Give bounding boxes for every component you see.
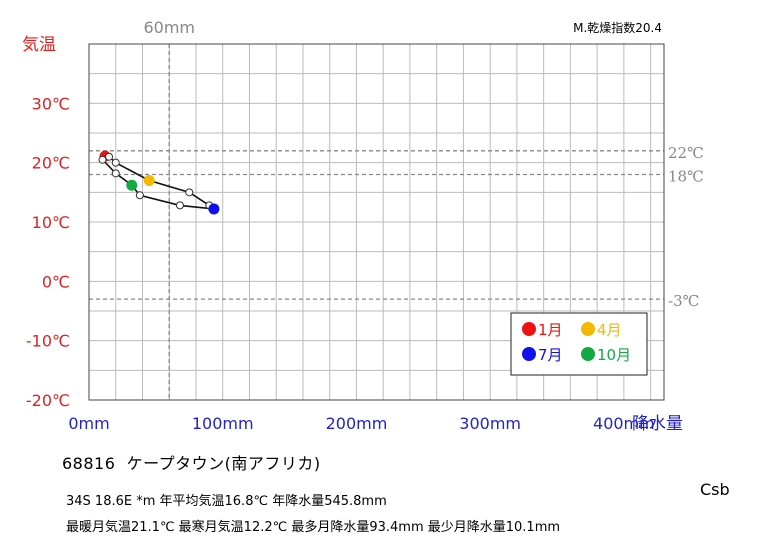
stats-line-2: 最暖月気温21.1℃ 最寒月気温12.2℃ 最多月降水量93.4mm 最少月降水…	[66, 520, 561, 535]
y-tick-label: 20℃	[32, 154, 70, 173]
x-tick-label: 0mm	[68, 414, 109, 433]
y-tick-label: 30℃	[32, 94, 70, 113]
legend-label-7: 7月	[538, 346, 563, 364]
month-point-8	[175, 201, 184, 210]
month-point-11	[111, 169, 120, 178]
y-tick-label: -10℃	[26, 332, 70, 351]
month-point-9	[135, 191, 144, 200]
y-tick-label: 10℃	[32, 213, 70, 232]
x-tick-label: 100mm	[192, 414, 254, 433]
reference-lines: 60mm 22℃ 18℃ -3℃	[89, 18, 704, 400]
month-point-12	[98, 155, 107, 164]
y-tick-label: -20℃	[26, 391, 70, 410]
legend-marker-1	[522, 322, 536, 336]
x-axis-title: 降水量	[632, 414, 683, 434]
legend-label-1: 1月	[538, 321, 563, 339]
legend-marker-4	[581, 322, 595, 336]
x-tick-label: 300mm	[459, 414, 521, 433]
reference-label-temp: 22℃	[668, 144, 704, 162]
axis-labels: 気温 30℃ 20℃ 10℃ 0℃ -10℃ -20℃ 0mm 100mm 200mm 300mm 4…	[22, 20, 683, 434]
legend-marker-7	[522, 347, 536, 361]
month-point-10	[126, 179, 138, 191]
station-line: 68816 ケープタウン(南アフリカ)	[62, 450, 321, 474]
legend: 1月 4月 7月 10月	[510, 312, 648, 376]
y-tick-label: 0℃	[42, 272, 70, 291]
reference-label-temp: -3℃	[668, 292, 699, 310]
dryness-index: M.乾燥指数20.4	[573, 20, 662, 35]
station-id: 68816	[62, 454, 116, 473]
stats-line-1: 34S 18.6E *m 年平均気温16.8℃ 年降水量545.8mm	[66, 494, 387, 509]
legend-marker-10	[581, 347, 595, 361]
month-point-2	[105, 152, 114, 161]
koppen-class: Csb	[700, 480, 730, 499]
legend-label-10: 10月	[597, 346, 631, 364]
legend-box	[510, 312, 648, 376]
month-point-7	[208, 203, 220, 215]
x-tick-label: 400mm	[593, 414, 655, 433]
station-name: ケープタウン(南アフリカ)	[126, 454, 321, 473]
reference-label-temp: 18℃	[668, 168, 704, 186]
month-point-3	[111, 158, 120, 167]
month-point-4	[143, 174, 155, 186]
plot-frame	[88, 43, 665, 401]
y-axis-title: 気温	[22, 35, 56, 55]
month-point-5	[185, 188, 194, 197]
legend-label-4: 4月	[597, 321, 622, 339]
reference-label-precip: 60mm	[143, 18, 195, 37]
climograph-series	[98, 150, 220, 215]
x-tick-label: 200mm	[326, 414, 388, 433]
